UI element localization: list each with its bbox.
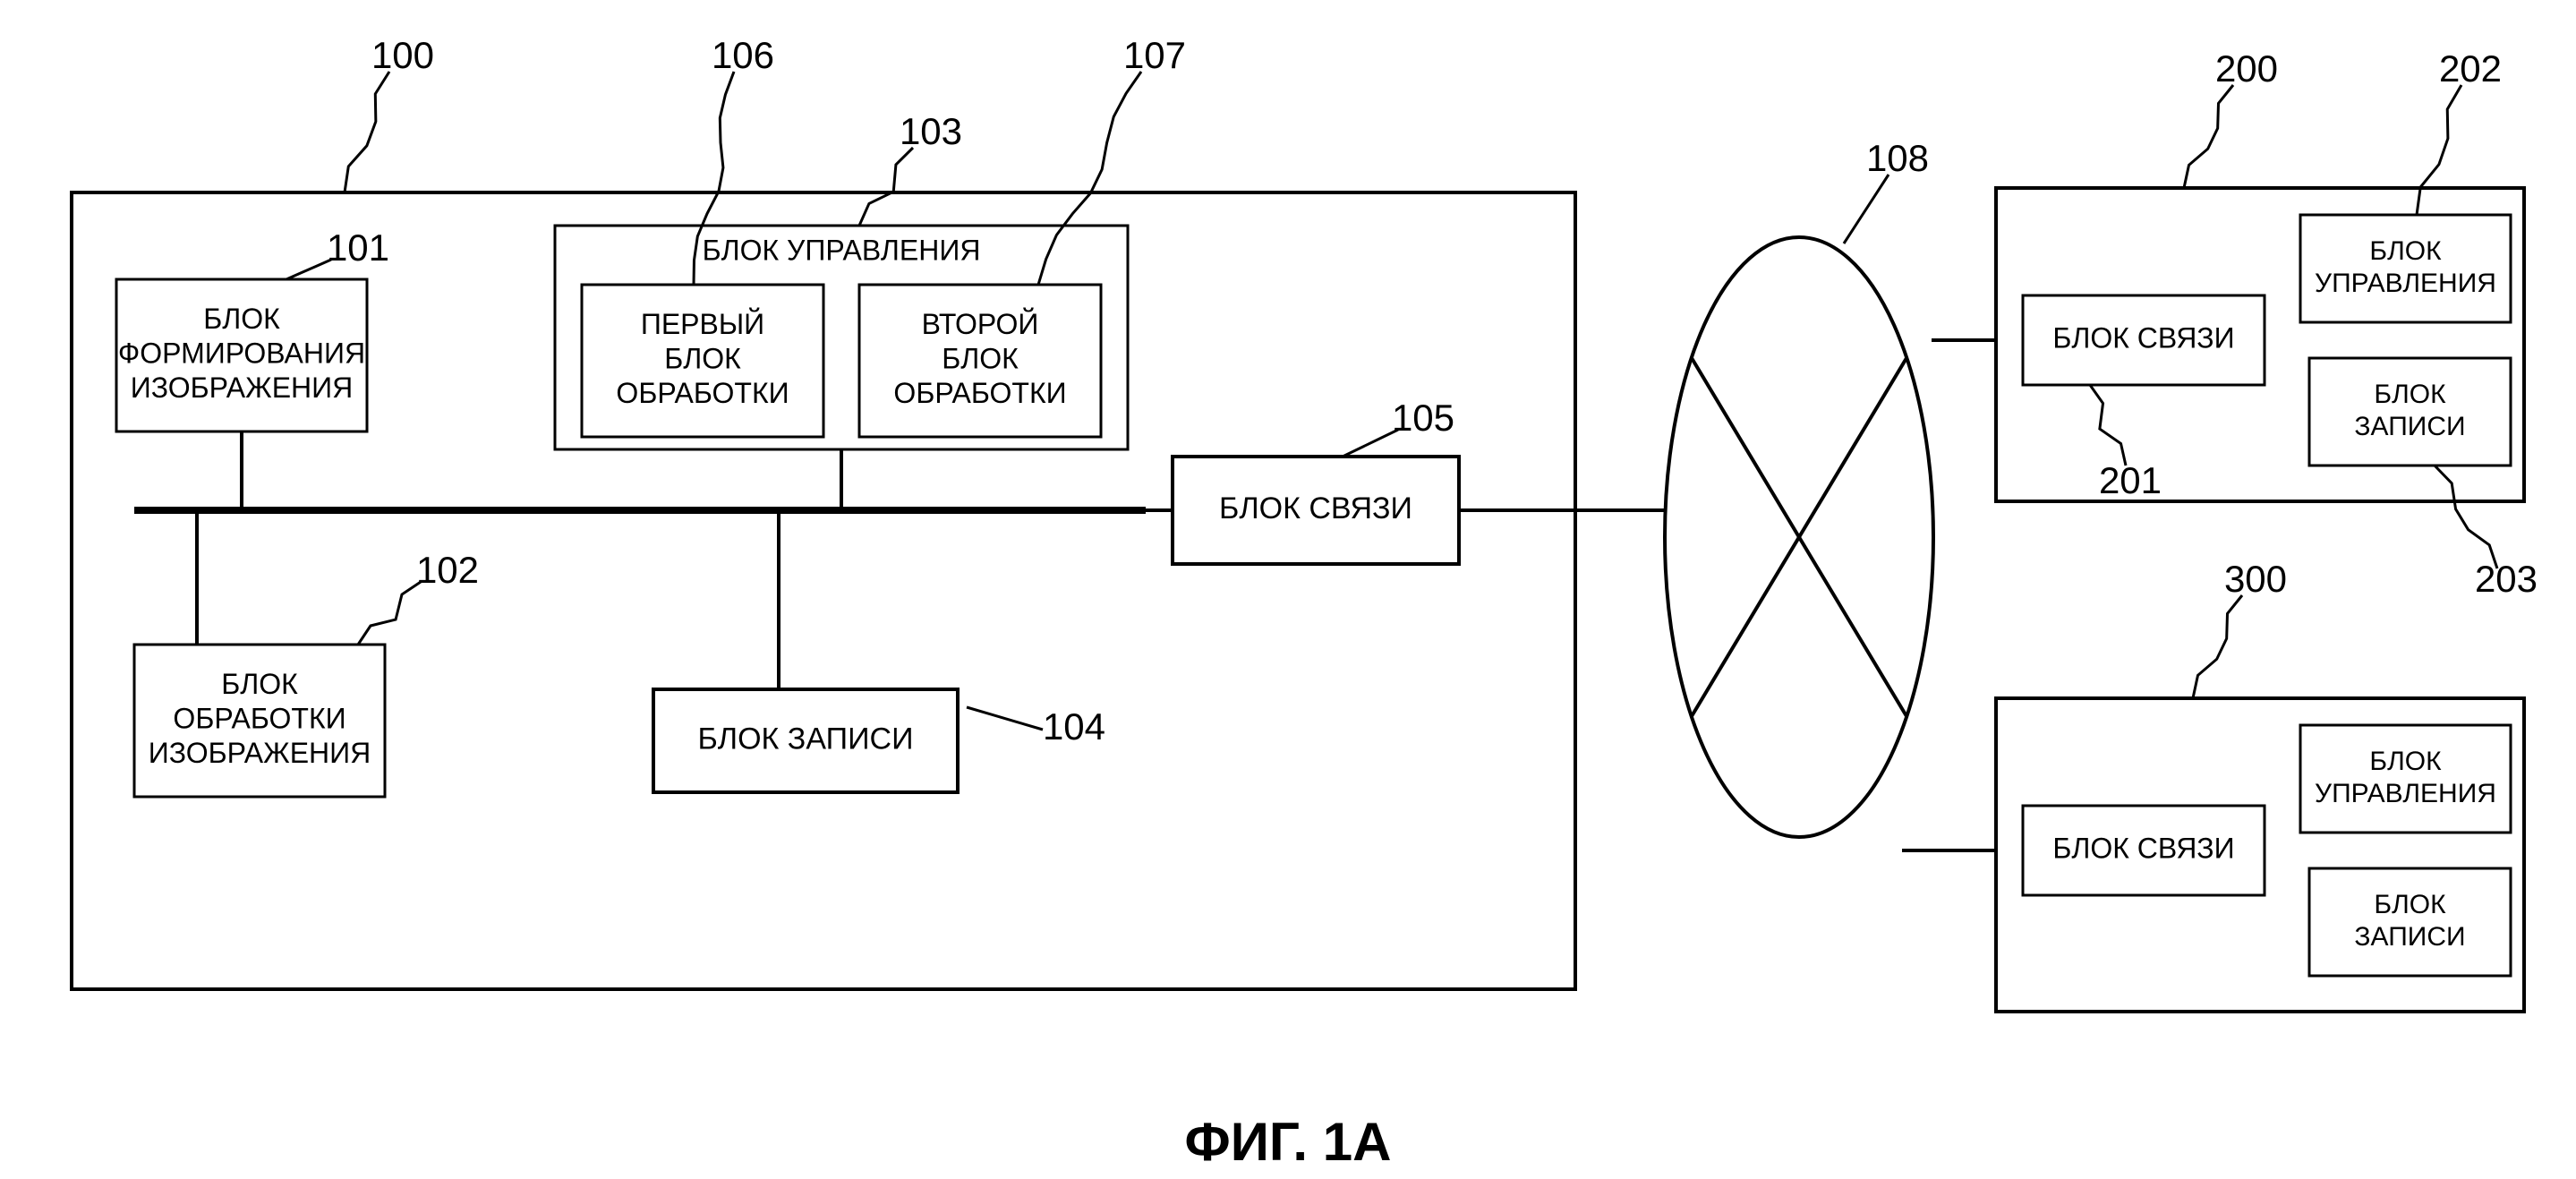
device-200-comm-label: БЛОК СВЯЗИ bbox=[2052, 321, 2234, 354]
device-300-ctrl-label: БЛОК bbox=[2369, 747, 2442, 776]
block-102-refnum: 102 bbox=[416, 549, 479, 591]
block-107-label: БЛОК bbox=[942, 342, 1019, 374]
device-100-leader bbox=[345, 72, 389, 192]
block-101-refnum: 101 bbox=[327, 226, 389, 269]
block-106-label: БЛОК bbox=[664, 342, 741, 374]
device-300-refnum: 300 bbox=[2224, 558, 2287, 600]
block-106-label: ОБРАБОТКИ bbox=[616, 377, 789, 409]
device-200-leader bbox=[2184, 85, 2233, 188]
device-200-rec-203-refnum: 203 bbox=[2475, 558, 2538, 600]
block-102-label: ИЗОБРАЖЕНИЯ bbox=[149, 737, 371, 769]
block-106-refnum: 106 bbox=[712, 34, 774, 76]
block-103-title: БЛОК УПРАВЛЕНИЯ bbox=[703, 234, 981, 266]
network-108-refnum: 108 bbox=[1866, 137, 1929, 179]
device-200-comm-201-refnum: 201 bbox=[2099, 459, 2162, 501]
device-200-rec-label: БЛОК bbox=[2374, 380, 2446, 409]
block-105-refnum: 105 bbox=[1392, 397, 1454, 439]
block-102-label: БЛОК bbox=[221, 668, 298, 700]
device-200-refnum: 200 bbox=[2215, 47, 2278, 90]
device-200-ctrl-202-refnum: 202 bbox=[2439, 47, 2502, 90]
figure-caption: ФИГ. 1А bbox=[1185, 1112, 1392, 1172]
block-107-label: ОБРАБОТКИ bbox=[893, 377, 1066, 409]
block-101-label: БЛОК bbox=[203, 303, 280, 335]
block-104-label: БЛОК ЗАПИСИ bbox=[697, 722, 913, 756]
block-107-label: ВТОРОЙ bbox=[922, 308, 1039, 340]
device-200-ctrl-label: БЛОК bbox=[2369, 236, 2442, 266]
block-105-label: БЛОК СВЯЗИ bbox=[1219, 491, 1412, 525]
block-107-refnum: 107 bbox=[1123, 34, 1186, 76]
block-101-label: ИЗОБРАЖЕНИЯ bbox=[131, 372, 354, 404]
device-300-rec-label: ЗАПИСИ bbox=[2354, 922, 2465, 952]
block-102-label: ОБРАБОТКИ bbox=[173, 702, 345, 734]
device-300-leader bbox=[2193, 595, 2242, 698]
device-300-rec-label: БЛОК bbox=[2374, 890, 2446, 919]
network-108-leader bbox=[1844, 175, 1889, 243]
block-104-refnum: 104 bbox=[1043, 705, 1105, 748]
device-100-refnum: 100 bbox=[371, 34, 434, 76]
device-300-ctrl-label: УПРАВЛЕНИЯ bbox=[2315, 779, 2496, 808]
device-300-comm-label: БЛОК СВЯЗИ bbox=[2052, 832, 2234, 864]
block-106-label: ПЕРВЫЙ bbox=[641, 308, 764, 340]
block-101-label: ФОРМИРОВАНИЯ bbox=[118, 337, 365, 369]
block-103-refnum: 103 bbox=[900, 110, 962, 152]
device-200-ctrl-label: УПРАВЛЕНИЯ bbox=[2315, 269, 2496, 298]
device-200-rec-label: ЗАПИСИ bbox=[2354, 412, 2465, 441]
